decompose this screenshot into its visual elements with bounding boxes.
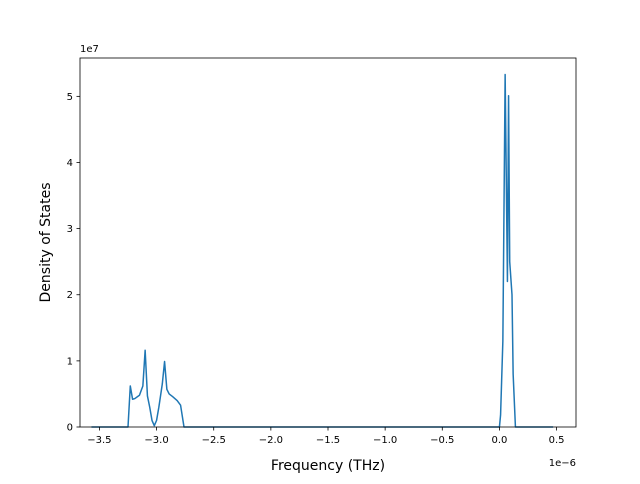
x-tick-label: 0.5 — [549, 435, 565, 446]
x-tick-label: −3.5 — [87, 435, 111, 446]
x-tick-label: −3.0 — [144, 435, 168, 446]
y-tick-label: 2 — [67, 290, 73, 301]
x-offset-label: 1e−6 — [549, 458, 576, 469]
series-layer — [91, 73, 554, 428]
plot-area — [80, 58, 576, 427]
y-tick-label: 4 — [67, 158, 73, 169]
x-tick-label: −2.0 — [259, 435, 283, 446]
x-tick-label: −1.5 — [316, 435, 340, 446]
x-tick-label: −2.5 — [202, 435, 226, 446]
y-ticks: 0 1 2 3 4 5 — [67, 92, 80, 434]
y-offset-label: 1e7 — [80, 44, 99, 55]
y-tick-label: 3 — [67, 224, 73, 235]
x-axis-label: Frequency (THz) — [271, 458, 385, 474]
y-tick-label: 5 — [67, 92, 73, 103]
x-ticks: −3.5 −3.0 −2.5 −2.0 −1.5 −1.0 −0.5 0.0 0.5 — [87, 427, 565, 446]
y-tick-label: 0 — [67, 423, 73, 434]
dos-series-line — [91, 73, 554, 428]
y-axis-label: Density of States — [38, 183, 54, 303]
x-tick-label: −0.5 — [430, 435, 454, 446]
x-tick-label: 0.0 — [491, 435, 507, 446]
x-tick-label: −1.0 — [373, 435, 397, 446]
y-tick-label: 1 — [67, 356, 73, 367]
